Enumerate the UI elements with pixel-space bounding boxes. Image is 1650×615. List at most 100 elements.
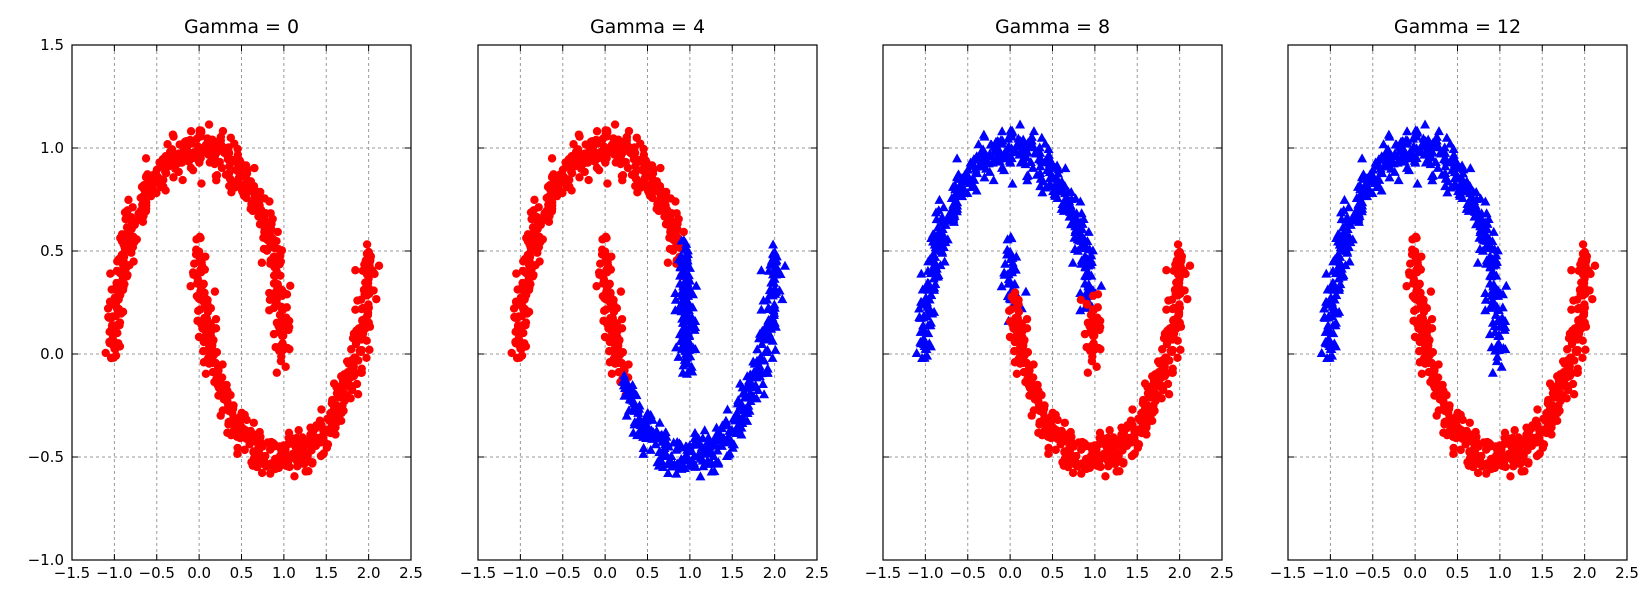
data-point-circle: [545, 185, 555, 194]
data-point-triangle: [681, 238, 692, 248]
data-point-triangle: [1321, 326, 1332, 336]
data-point-circle: [1415, 279, 1424, 289]
data-point-circle: [282, 313, 291, 322]
data-point-circle: [515, 353, 524, 362]
data-point-circle: [1162, 305, 1171, 314]
data-point-triangle: [716, 423, 727, 433]
data-point-triangle: [979, 148, 990, 158]
data-point-triangle: [1326, 283, 1337, 293]
data-point-circle: [278, 331, 287, 341]
data-point-circle: [661, 201, 670, 210]
data-point-triangle: [1491, 270, 1502, 280]
data-point-triangle: [1339, 194, 1350, 204]
data-point-triangle: [703, 432, 714, 442]
data-point-circle: [517, 298, 527, 307]
data-point-circle: [521, 268, 531, 278]
data-point-circle: [525, 259, 535, 269]
data-point-triangle: [1475, 193, 1486, 203]
y-tick-label: −1.0: [28, 551, 64, 569]
data-point-triangle: [770, 256, 781, 266]
x-tick-label: 1.0: [272, 564, 296, 582]
data-point-triangle: [1077, 218, 1088, 228]
data-point-circle: [603, 179, 612, 188]
data-point-circle: [252, 462, 262, 472]
data-point-triangle: [1330, 268, 1341, 278]
data-point-triangle: [1075, 196, 1086, 206]
data-point-circle: [1122, 423, 1132, 433]
data-point-circle: [168, 130, 178, 139]
data-point-triangle: [762, 332, 773, 342]
data-point-circle: [1570, 356, 1579, 365]
x-tick-label: 2.5: [805, 564, 829, 582]
data-point-circle: [273, 227, 282, 237]
data-point-circle: [128, 216, 137, 225]
data-point-circle: [158, 155, 168, 164]
data-point-circle: [598, 235, 607, 244]
data-point-circle: [276, 271, 285, 280]
data-point-triangle: [760, 346, 771, 356]
data-point-triangle: [911, 347, 922, 357]
x-tick-label: 1.5: [314, 564, 338, 582]
data-point-circle: [211, 324, 221, 333]
data-point-circle: [265, 288, 274, 298]
data-point-triangle: [1374, 174, 1385, 184]
data-point-triangle: [1060, 163, 1071, 173]
data-point-circle: [1510, 426, 1519, 435]
data-point-triangle: [768, 239, 779, 249]
data-point-circle: [347, 385, 357, 395]
data-point-circle: [1128, 405, 1137, 414]
data-point-circle: [142, 171, 151, 181]
data-point-triangle: [689, 324, 700, 334]
data-point-circle: [170, 154, 179, 164]
data-point-circle: [569, 140, 578, 149]
data-point-circle: [1408, 279, 1418, 288]
data-point-triangle: [1426, 171, 1437, 181]
data-point-circle: [201, 303, 211, 312]
data-point-circle: [1048, 423, 1058, 433]
data-point-circle: [1165, 356, 1174, 365]
data-point-circle: [328, 395, 337, 405]
data-point-circle: [101, 348, 110, 358]
data-point-circle: [1560, 359, 1569, 368]
data-point-triangle: [1007, 257, 1018, 267]
data-point-triangle: [927, 308, 938, 318]
data-point-circle: [192, 279, 202, 288]
data-point-triangle: [1491, 250, 1502, 260]
data-point-triangle: [1036, 132, 1047, 142]
data-point-triangle: [1006, 251, 1017, 261]
data-point-triangle: [1034, 142, 1045, 152]
data-point-circle: [1095, 325, 1104, 335]
data-point-circle: [1428, 377, 1438, 386]
data-point-triangle: [680, 340, 691, 350]
data-point-triangle: [1081, 260, 1092, 270]
data-point-triangle: [703, 458, 714, 468]
data-point-circle: [357, 368, 366, 378]
data-point-circle: [679, 227, 688, 237]
data-point-circle: [1427, 314, 1437, 324]
data-point-circle: [269, 271, 279, 280]
data-point-triangle: [950, 197, 961, 207]
data-point-circle: [286, 281, 295, 290]
data-point-triangle: [932, 270, 943, 280]
data-point-circle: [639, 181, 648, 191]
data-point-circle: [225, 174, 235, 183]
data-point-circle: [362, 240, 372, 249]
data-point-circle: [552, 186, 561, 196]
data-point-circle: [1416, 332, 1425, 342]
data-point-triangle: [675, 336, 686, 346]
data-point-triangle: [744, 405, 755, 415]
data-point-circle: [363, 305, 372, 315]
data-point-triangle: [680, 358, 691, 368]
data-point-triangle: [1343, 232, 1354, 242]
data-point-circle: [1010, 296, 1019, 305]
x-tick-label: −1.0: [907, 564, 943, 582]
data-point-circle: [204, 120, 214, 129]
data-point-triangle: [1020, 286, 1031, 296]
data-point-triangle: [1335, 251, 1346, 261]
data-point-triangle: [1465, 163, 1476, 173]
data-point-triangle: [762, 367, 773, 377]
data-point-circle: [284, 325, 293, 335]
data-point-triangle: [632, 405, 643, 415]
data-point-circle: [1051, 445, 1060, 455]
data-point-triangle: [926, 289, 937, 299]
